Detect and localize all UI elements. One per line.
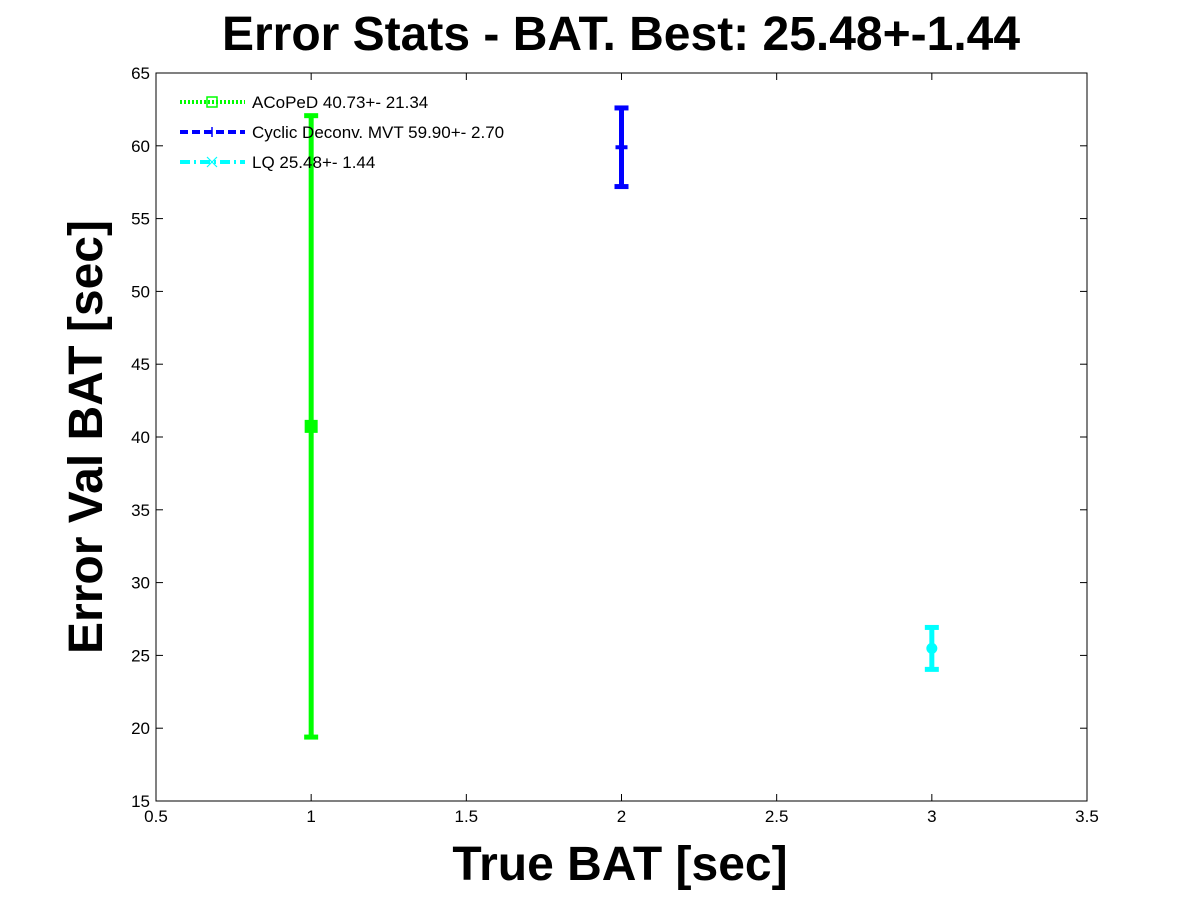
y-tick-label: 55: [131, 210, 150, 229]
x-tick-label: 2.5: [765, 807, 789, 826]
legend-label: ACoPeD 40.73+- 21.34: [252, 93, 428, 112]
y-tick-label: 30: [131, 574, 150, 593]
x-tick-label: 1.5: [455, 807, 479, 826]
x-tick-label: 1: [306, 807, 315, 826]
y-tick-label: 25: [131, 646, 150, 665]
y-tick-label: 60: [131, 137, 150, 156]
y-tick-label: 65: [131, 64, 150, 83]
x-tick-label: 3: [927, 807, 936, 826]
x-tick-label: 2: [617, 807, 626, 826]
axis-ticks: 0.5 1 1.5 2 2.5 3 3.5 15 20 25 30 35 40 45 50 55 60 65: [131, 64, 1099, 826]
series-layer: [304, 105, 939, 740]
errorbar-series-2: [614, 105, 629, 190]
y-tick-label: 20: [131, 719, 150, 738]
errorbar-series-3: [924, 624, 939, 672]
x-axis-label: True BAT [sec]: [452, 838, 787, 891]
chart-title: Error Stats - BAT. Best: 25.48+-1.44: [222, 8, 1020, 61]
y-tick-label: 50: [131, 282, 150, 301]
y-tick-label: 45: [131, 355, 150, 374]
data-point: [304, 419, 318, 433]
legend-label: Cyclic Deconv. MVT 59.90+- 2.70: [252, 123, 504, 142]
x-tick-label: 3.5: [1075, 807, 1099, 826]
legend-entry-2: Cyclic Deconv. MVT 59.90+- 2.70: [180, 123, 504, 142]
legend-entry-1: ACoPeD 40.73+- 21.34: [180, 93, 428, 112]
y-tick-label: 35: [131, 501, 150, 520]
legend: ACoPeD 40.73+- 21.34 Cyclic Deconv. MVT 5…: [180, 93, 504, 172]
legend-entry-3: LQ 25.48+- 1.44: [180, 153, 375, 172]
y-axis-label: Error Val BAT [sec]: [60, 220, 113, 654]
y-tick-label: 15: [131, 792, 150, 811]
x-tick-label: 0.5: [144, 807, 168, 826]
errorbar-series-1: [304, 113, 319, 740]
legend-marker: [206, 156, 218, 168]
y-tick-label: 40: [131, 428, 150, 447]
legend-marker: [206, 96, 218, 108]
legend-label: LQ 25.48+- 1.44: [252, 153, 375, 172]
data-point: [926, 642, 938, 654]
